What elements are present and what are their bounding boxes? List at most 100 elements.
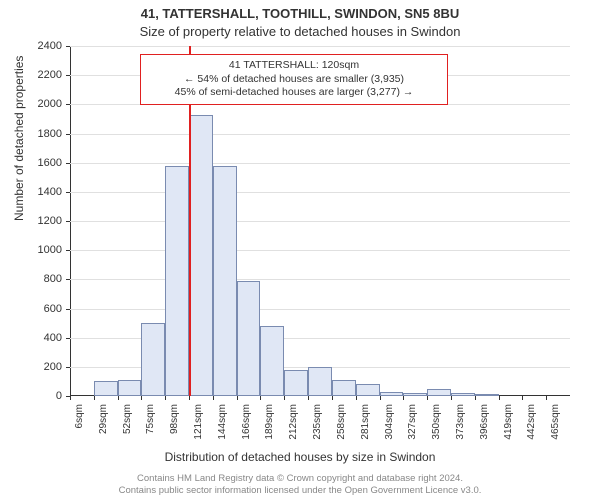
histogram-bar	[165, 166, 189, 396]
xtick-label: 212sqm	[288, 404, 299, 452]
histogram-bar	[308, 367, 332, 396]
xtick-label: 75sqm	[145, 404, 156, 452]
xtick-label: 189sqm	[264, 404, 275, 452]
ytick-label: 1000	[22, 244, 62, 256]
xtick-mark	[260, 396, 261, 400]
gridline	[70, 163, 570, 164]
chart-container: 41, TATTERSHALL, TOOTHILL, SWINDON, SN5 …	[0, 0, 600, 500]
footer-line2: Contains public sector information licen…	[0, 485, 600, 496]
ytick-mark	[66, 134, 70, 135]
histogram-bar	[189, 115, 213, 396]
xtick-label: 144sqm	[217, 404, 228, 452]
footer-line1: Contains HM Land Registry data © Crown c…	[0, 473, 600, 484]
xtick-mark	[427, 396, 428, 400]
xtick-mark	[70, 396, 71, 400]
histogram-bar	[141, 323, 165, 396]
annotation-line1: 41 TATTERSHALL: 120sqm	[149, 59, 439, 73]
ytick-label: 1400	[22, 186, 62, 198]
ytick-mark	[66, 221, 70, 222]
xtick-mark	[499, 396, 500, 400]
histogram-bar	[356, 384, 380, 396]
gridline	[70, 250, 570, 251]
histogram-bar	[284, 370, 308, 396]
xtick-mark	[380, 396, 381, 400]
xtick-label: 396sqm	[479, 404, 490, 452]
xtick-label: 235sqm	[312, 404, 323, 452]
ytick-mark	[66, 192, 70, 193]
ytick-label: 400	[22, 332, 62, 344]
histogram-bar	[475, 394, 499, 396]
title-main: 41, TATTERSHALL, TOOTHILL, SWINDON, SN5 …	[0, 6, 600, 21]
histogram-bar	[260, 326, 284, 396]
histogram-bar	[403, 393, 427, 396]
xtick-mark	[332, 396, 333, 400]
ytick-label: 800	[22, 273, 62, 285]
ytick-mark	[66, 367, 70, 368]
xtick-label: 258sqm	[336, 404, 347, 452]
xtick-mark	[141, 396, 142, 400]
xtick-mark	[308, 396, 309, 400]
xtick-mark	[522, 396, 523, 400]
histogram-bar	[118, 380, 142, 396]
gridline	[70, 192, 570, 193]
ytick-mark	[66, 309, 70, 310]
histogram-bar	[451, 393, 475, 396]
xtick-label: 419sqm	[503, 404, 514, 452]
footer-attribution: Contains HM Land Registry data © Crown c…	[0, 473, 600, 496]
xtick-label: 6sqm	[74, 404, 85, 452]
ytick-mark	[66, 104, 70, 105]
ytick-label: 1600	[22, 157, 62, 169]
xtick-label: 442sqm	[526, 404, 537, 452]
gridline	[70, 309, 570, 310]
annotation-box: 41 TATTERSHALL: 120sqm ← 54% of detached…	[140, 54, 448, 105]
xtick-label: 29sqm	[98, 404, 109, 452]
ytick-label: 200	[22, 361, 62, 373]
xtick-label: 121sqm	[193, 404, 204, 452]
xtick-label: 350sqm	[431, 404, 442, 452]
xtick-label: 373sqm	[455, 404, 466, 452]
xtick-mark	[451, 396, 452, 400]
histogram-bar	[380, 392, 404, 396]
xtick-mark	[475, 396, 476, 400]
xtick-label: 52sqm	[122, 404, 133, 452]
ytick-label: 1200	[22, 215, 62, 227]
ytick-label: 0	[22, 390, 62, 402]
xtick-label: 98sqm	[169, 404, 180, 452]
title-sub: Size of property relative to detached ho…	[0, 24, 600, 39]
ytick-mark	[66, 46, 70, 47]
xtick-mark	[546, 396, 547, 400]
xtick-label: 304sqm	[384, 404, 395, 452]
xtick-mark	[237, 396, 238, 400]
xtick-mark	[118, 396, 119, 400]
ytick-mark	[66, 279, 70, 280]
xtick-label: 166sqm	[241, 404, 252, 452]
annotation-line3: 45% of semi-detached houses are larger (…	[149, 86, 439, 100]
ytick-mark	[66, 163, 70, 164]
xtick-mark	[356, 396, 357, 400]
xtick-mark	[189, 396, 190, 400]
xtick-mark	[165, 396, 166, 400]
ytick-label: 2000	[22, 98, 62, 110]
xtick-mark	[94, 396, 95, 400]
gridline	[70, 134, 570, 135]
ytick-label: 1800	[22, 128, 62, 140]
ytick-mark	[66, 250, 70, 251]
ytick-label: 2400	[22, 40, 62, 52]
ytick-label: 2200	[22, 69, 62, 81]
histogram-bar	[237, 281, 261, 396]
xtick-label: 327sqm	[407, 404, 418, 452]
ytick-mark	[66, 75, 70, 76]
histogram-bar	[94, 381, 118, 396]
ytick-label: 600	[22, 303, 62, 315]
histogram-bar	[332, 380, 356, 396]
annotation-line2: ← 54% of detached houses are smaller (3,…	[149, 73, 439, 87]
x-axis-label: Distribution of detached houses by size …	[0, 450, 600, 464]
xtick-label: 465sqm	[550, 404, 561, 452]
xtick-mark	[213, 396, 214, 400]
gridline	[70, 221, 570, 222]
histogram-bar	[427, 389, 451, 396]
xtick-label: 281sqm	[360, 404, 371, 452]
histogram-bar	[213, 166, 237, 396]
xtick-mark	[284, 396, 285, 400]
gridline	[70, 279, 570, 280]
